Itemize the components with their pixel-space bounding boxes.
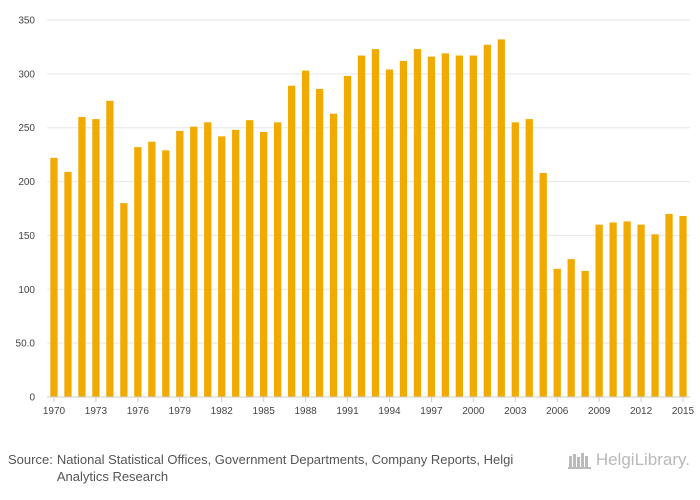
library-icon <box>567 453 591 469</box>
x-tick-label: 1988 <box>294 406 317 417</box>
bar-1979[interactable] <box>176 130 184 397</box>
bar-1993[interactable] <box>371 49 380 397</box>
bar-1970[interactable] <box>50 157 58 397</box>
x-tick-label: 2012 <box>630 406 653 417</box>
bar-1973[interactable] <box>92 119 100 398</box>
bar-1986[interactable] <box>274 122 282 397</box>
y-tick-label: 50.0 <box>16 339 36 350</box>
x-tick-label: 1991 <box>336 406 359 417</box>
y-tick-label: 0 <box>29 393 35 404</box>
x-tick-label: 2006 <box>546 406 569 417</box>
bar-chart: 0 50.0 100 150 200 250 300 350 1970 1973 1976 1979… <box>16 16 695 418</box>
bar-2012[interactable] <box>637 224 645 397</box>
y-tick-label: 100 <box>18 285 35 296</box>
x-tick-label: 1970 <box>43 406 66 417</box>
y-axis-ticks: 0 50.0 100 150 200 250 300 350 <box>16 16 36 404</box>
source-text: National Statistical Offices, Government… <box>56 452 514 484</box>
source-label: Source: <box>8 452 53 467</box>
bar-2013[interactable] <box>651 234 659 397</box>
bar-2005[interactable] <box>539 172 547 397</box>
bar-1991[interactable] <box>343 76 352 398</box>
x-axis-ticks: 1970 1973 1976 1979 1982 1985 1988 1991 1994 1997… <box>43 397 695 417</box>
bar-1982[interactable] <box>218 136 226 397</box>
bar-1981[interactable] <box>204 122 212 397</box>
bar-2010[interactable] <box>609 222 617 397</box>
bar-1998[interactable] <box>441 53 450 398</box>
x-tick-label: 1982 <box>211 406 234 417</box>
gridlines <box>47 19 690 344</box>
bar-1971[interactable] <box>64 171 72 397</box>
bar-2014[interactable] <box>665 213 673 397</box>
x-tick-label: 1994 <box>378 406 401 417</box>
bar-1996[interactable] <box>413 49 422 397</box>
bar-1977[interactable] <box>148 141 156 397</box>
bar-1985[interactable] <box>260 132 268 397</box>
x-tick-label: 2000 <box>462 406 485 417</box>
bar-1994[interactable] <box>385 69 394 397</box>
x-tick-label: 1976 <box>127 406 150 417</box>
y-tick-label: 150 <box>18 231 35 242</box>
bar-1992[interactable] <box>357 55 366 397</box>
bar-2006[interactable] <box>553 268 561 397</box>
bar-2000[interactable] <box>469 55 477 397</box>
bar-2007[interactable] <box>567 259 575 397</box>
x-tick-label: 2009 <box>588 406 611 417</box>
bar-2009[interactable] <box>595 224 603 397</box>
bar-2001[interactable] <box>483 44 491 397</box>
helgi-library-logo: HelgiLibrary. <box>567 450 690 470</box>
x-tick-label: 2015 <box>672 406 695 417</box>
bar-1984[interactable] <box>246 120 254 397</box>
bar-1974[interactable] <box>106 100 114 398</box>
bar-2011[interactable] <box>623 221 631 397</box>
bar-1997[interactable] <box>427 56 436 397</box>
y-tick-label: 250 <box>18 123 35 134</box>
bar-2008[interactable] <box>581 270 589 397</box>
bar-series <box>50 39 687 398</box>
bar-2002[interactable] <box>497 39 505 397</box>
bar-2004[interactable] <box>525 119 533 398</box>
bar-1978[interactable] <box>162 150 170 397</box>
x-tick-label: 1973 <box>85 406 108 417</box>
bar-2003[interactable] <box>511 122 519 397</box>
x-tick-label: 1985 <box>253 406 276 417</box>
source-note: Source: National Statistical Offices, Go… <box>8 451 548 485</box>
bar-1980[interactable] <box>190 126 198 397</box>
bar-1976[interactable] <box>134 147 142 397</box>
x-tick-label: 1979 <box>169 406 192 417</box>
y-tick-label: 300 <box>18 69 35 80</box>
bar-1999[interactable] <box>455 55 463 397</box>
bar-1983[interactable] <box>232 129 240 397</box>
bar-1990[interactable] <box>329 113 338 397</box>
bar-2015[interactable] <box>679 216 687 397</box>
y-tick-label: 350 <box>18 16 35 27</box>
bar-1972[interactable] <box>78 116 86 397</box>
logo-text: HelgiLibrary. <box>595 450 690 469</box>
y-tick-label: 200 <box>18 177 35 188</box>
bar-1975[interactable] <box>120 203 128 397</box>
bar-1989[interactable] <box>315 88 324 398</box>
bar-1988[interactable] <box>301 70 310 397</box>
bar-1987[interactable] <box>287 85 296 397</box>
x-tick-label: 1997 <box>420 406 443 417</box>
bar-1995[interactable] <box>399 60 408 397</box>
x-tick-label: 2003 <box>504 406 527 417</box>
